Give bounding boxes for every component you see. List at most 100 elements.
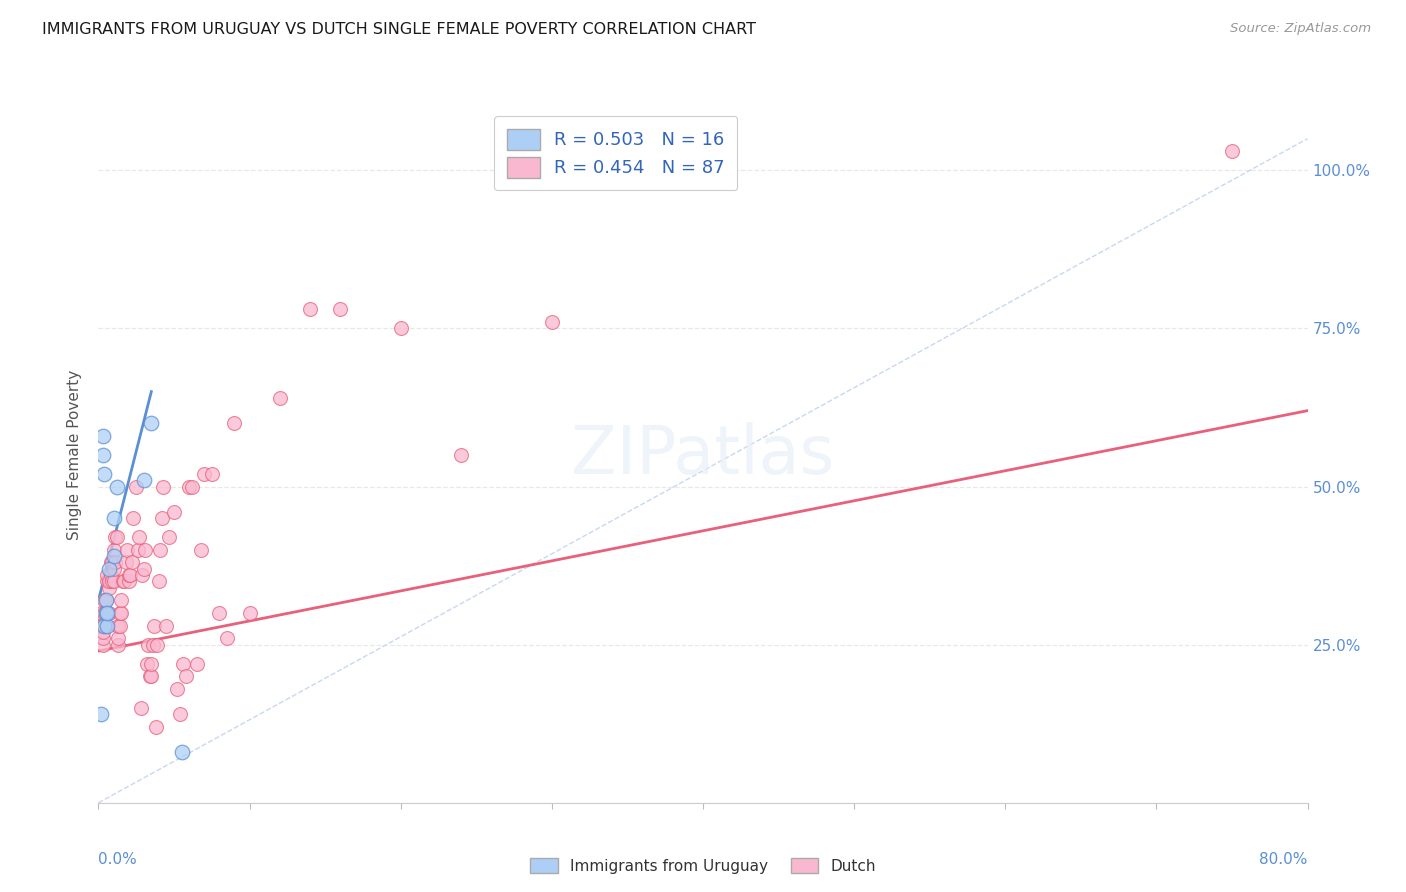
Point [172, 657, 194, 671]
Point [100, 568, 122, 582]
Point [115, 542, 138, 557]
Text: 80.0%: 80.0% [1260, 852, 1308, 866]
Point [193, 467, 215, 481]
Point [141, 657, 163, 671]
Point [166, 681, 188, 696]
Point [103, 511, 125, 525]
Point [96, 574, 118, 589]
Point [121, 556, 143, 570]
Point [208, 606, 231, 620]
Point [170, 745, 193, 759]
Point [148, 574, 170, 589]
Point [111, 574, 134, 589]
Point [118, 574, 141, 589]
Text: IMMIGRANTS FROM URUGUAY VS DUTCH SINGLE FEMALE POVERTY CORRELATION CHART: IMMIGRANTS FROM URUGUAY VS DUTCH SINGLE … [42, 22, 756, 37]
Point [98, 562, 121, 576]
Point [128, 530, 150, 544]
Y-axis label: Single Female Poverty: Single Female Poverty [67, 370, 83, 540]
Point [143, 618, 166, 632]
Point [179, 479, 201, 493]
Point [98, 581, 121, 595]
Point [93, 606, 115, 620]
Text: Source: ZipAtlas.com: Source: ZipAtlas.com [1230, 22, 1371, 36]
Point [90, 618, 112, 632]
Point [159, 530, 181, 544]
Point [146, 638, 169, 652]
Point [94, 618, 117, 632]
Point [190, 542, 212, 557]
Point [93, 618, 115, 632]
Point [135, 657, 157, 671]
Point [163, 505, 186, 519]
Point [118, 568, 141, 582]
Point [155, 618, 177, 632]
Point [120, 568, 142, 582]
Point [90, 707, 112, 722]
Point [100, 556, 122, 570]
Point [91, 638, 114, 652]
Point [89, 618, 111, 632]
Point [134, 542, 156, 557]
Point [91, 429, 114, 443]
Point [269, 391, 291, 405]
Point [103, 542, 125, 557]
Point [96, 618, 118, 632]
Legend: Immigrants from Uruguay, Dutch: Immigrants from Uruguay, Dutch [524, 852, 882, 880]
Point [139, 669, 162, 683]
Point [101, 556, 124, 570]
Point [108, 618, 131, 632]
Legend: R = 0.503   N = 16, R = 0.454   N = 87: R = 0.503 N = 16, R = 0.454 N = 87 [495, 116, 737, 190]
Point [98, 574, 121, 589]
Point [107, 638, 129, 652]
Point [107, 618, 129, 632]
Point [186, 657, 208, 671]
Point [96, 606, 118, 620]
Point [104, 530, 127, 544]
Point [127, 542, 149, 557]
Point [90, 606, 112, 620]
Point [450, 448, 472, 462]
Point [103, 549, 125, 563]
Point [91, 625, 114, 640]
Point [131, 568, 153, 582]
Text: ZIPatlas: ZIPatlas [571, 422, 835, 488]
Point [141, 417, 163, 431]
Point [107, 632, 129, 646]
Point [129, 701, 152, 715]
Point [201, 467, 224, 481]
Point [93, 618, 115, 632]
Point [104, 556, 127, 570]
Point [329, 302, 352, 317]
Point [98, 606, 121, 620]
Point [103, 562, 125, 576]
Point [181, 479, 204, 493]
Point [145, 720, 167, 734]
Point [132, 473, 155, 487]
Point [389, 321, 412, 335]
Point [93, 467, 115, 481]
Point [299, 302, 322, 317]
Point [169, 707, 191, 722]
Point [239, 606, 262, 620]
Point [150, 511, 173, 525]
Point [103, 574, 125, 589]
Point [149, 542, 172, 557]
Point [110, 593, 132, 607]
Point [215, 632, 238, 646]
Point [101, 574, 124, 589]
Point [96, 568, 118, 582]
Point [125, 479, 148, 493]
Point [142, 638, 165, 652]
Point [105, 479, 128, 493]
Point [91, 448, 114, 462]
Point [122, 511, 145, 525]
Point [94, 593, 117, 607]
Point [108, 606, 131, 620]
Point [114, 556, 136, 570]
Text: 0.0%: 0.0% [98, 852, 138, 866]
Point [136, 638, 159, 652]
Point [110, 606, 132, 620]
Point [105, 530, 128, 544]
Point [91, 632, 114, 646]
Point [93, 593, 115, 607]
